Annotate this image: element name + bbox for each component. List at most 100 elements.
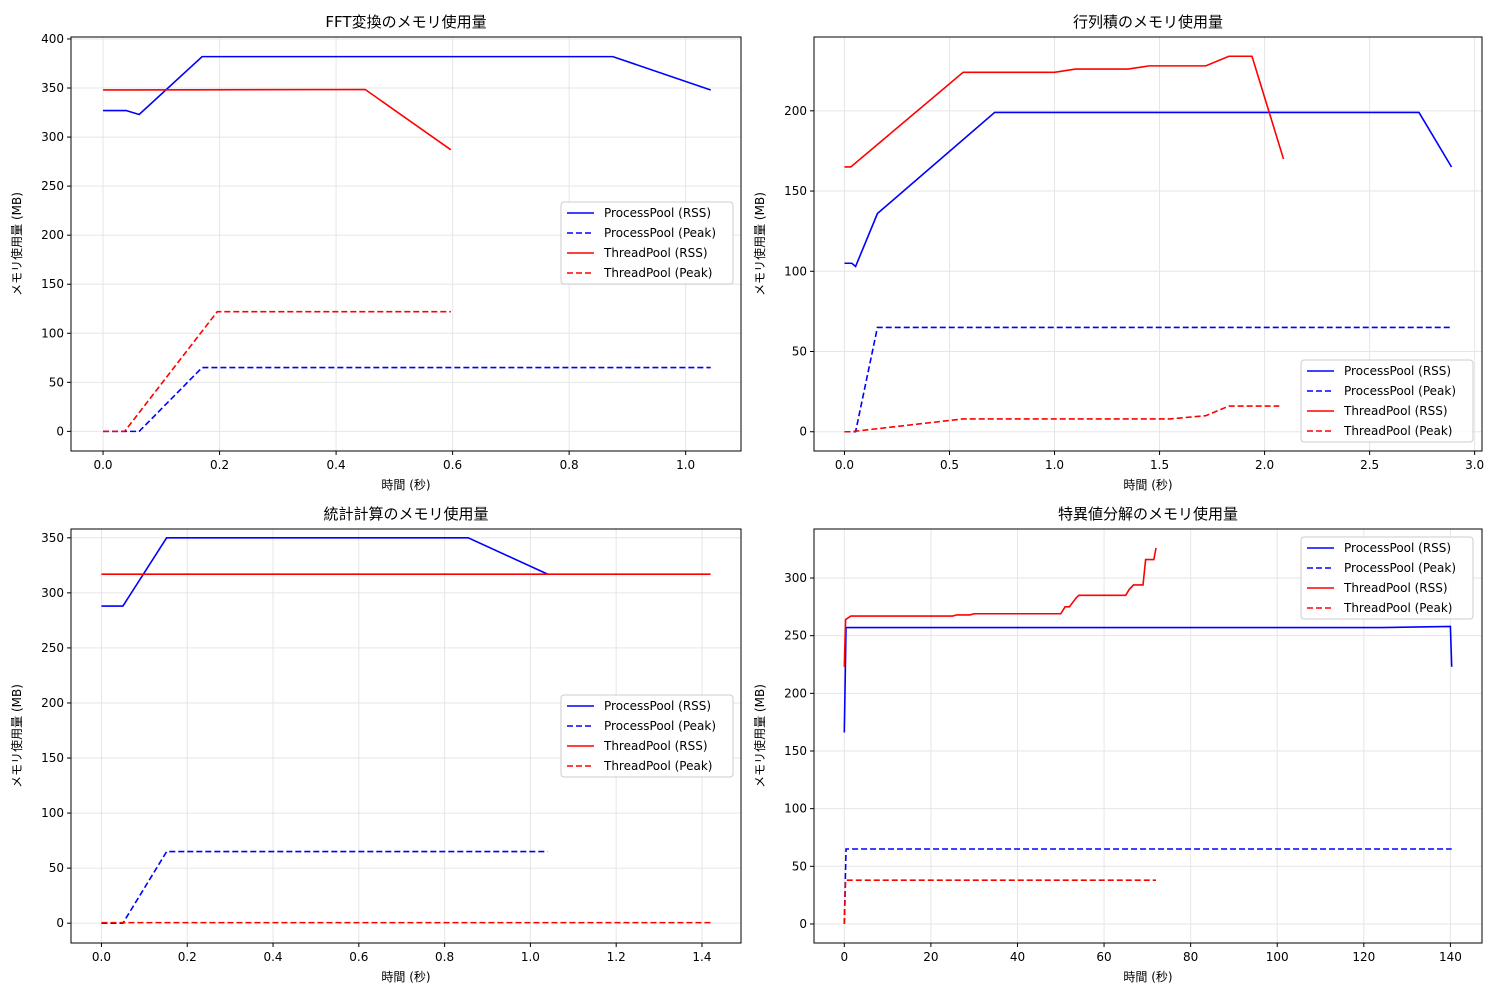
y-tick-label: 0 bbox=[56, 916, 64, 930]
x-tick-label: 1.5 bbox=[1150, 458, 1169, 472]
x-tick-label: 1.0 bbox=[676, 458, 695, 472]
legend: ProcessPool (RSS) ProcessPool (Peak) Threa… bbox=[560, 694, 734, 778]
x-tick-label: 0.2 bbox=[178, 950, 197, 964]
plot-frame bbox=[813, 528, 1483, 944]
series-line-4 bbox=[103, 310, 451, 433]
legend-label: ThreadPool (Peak) bbox=[603, 759, 712, 773]
x-tick-label: 120 bbox=[1352, 950, 1375, 964]
x-tick-label: 0.6 bbox=[443, 458, 462, 472]
y-tick-label: 350 bbox=[41, 81, 64, 95]
legend-label: ThreadPool (Peak) bbox=[603, 266, 712, 280]
x-tick-label: 0.8 bbox=[435, 950, 454, 964]
x-tick-label: 2.5 bbox=[1360, 458, 1379, 472]
y-tick-label: 150 bbox=[784, 744, 807, 758]
x-tick-label: 0.0 bbox=[835, 458, 854, 472]
legend-box bbox=[560, 694, 734, 778]
y-tick-label: 150 bbox=[41, 277, 64, 291]
x-tick-label: 0.6 bbox=[349, 950, 368, 964]
series-line-4 bbox=[844, 405, 1280, 433]
legend-box bbox=[1300, 359, 1474, 443]
x-tick-label: 1.4 bbox=[692, 950, 711, 964]
chart-title: 統計計算のメモリ使用量 bbox=[323, 505, 488, 523]
legend-label: ProcessPool (RSS) bbox=[1344, 541, 1451, 555]
y-tick-label: 250 bbox=[784, 629, 807, 643]
legend-label: ProcessPool (Peak) bbox=[1344, 561, 1456, 575]
y-axis-label: メモリ使用量 (MB) bbox=[752, 684, 767, 788]
y-tick-label: 100 bbox=[41, 326, 64, 340]
x-axis-label: 時間 (秒) bbox=[381, 970, 430, 984]
y-axis-label: メモリ使用量 (MB) bbox=[9, 684, 24, 788]
legend-label: ProcessPool (Peak) bbox=[604, 226, 716, 240]
x-tick-label: 0.5 bbox=[940, 458, 959, 472]
x-axis-label: 時間 (秒) bbox=[1123, 478, 1172, 492]
series-line-3 bbox=[103, 88, 452, 151]
y-tick-label: 200 bbox=[784, 686, 807, 700]
legend-label: ThreadPool (RSS) bbox=[1343, 404, 1448, 418]
x-tick-label: 1.0 bbox=[521, 950, 540, 964]
plot-frame bbox=[70, 528, 742, 944]
x-tick-label: 0.0 bbox=[93, 458, 112, 472]
chart-title: 行列積のメモリ使用量 bbox=[1073, 13, 1223, 31]
legend-label: ThreadPool (RSS) bbox=[603, 246, 708, 260]
x-tick-label: 100 bbox=[1266, 950, 1289, 964]
y-tick-label: 0 bbox=[56, 424, 64, 438]
y-tick-label: 0 bbox=[799, 917, 807, 931]
legend-label: ThreadPool (Peak) bbox=[1343, 424, 1452, 438]
y-tick-label: 100 bbox=[41, 806, 64, 820]
chart-panel-1: 0.0 0.2 0.4 0.6 0.8 1.0 0 50 100 150 200 250 300 350 4… bbox=[9, 13, 742, 492]
series-line-2 bbox=[843, 848, 1452, 924]
legend-label: ProcessPool (RSS) bbox=[1344, 364, 1451, 378]
y-tick-label: 150 bbox=[784, 184, 807, 198]
series-line-3 bbox=[844, 55, 1285, 168]
x-tick-label: 40 bbox=[1010, 950, 1025, 964]
legend: ProcessPool (RSS) ProcessPool (Peak) Threa… bbox=[560, 201, 734, 285]
x-tick-label: 0.4 bbox=[263, 950, 282, 964]
y-axis-label: メモリ使用量 (MB) bbox=[752, 192, 767, 296]
legend-box bbox=[560, 201, 734, 285]
plot-frame bbox=[70, 36, 742, 452]
x-tick-label: 0.2 bbox=[210, 458, 229, 472]
y-tick-label: 50 bbox=[49, 861, 64, 875]
y-tick-label: 250 bbox=[41, 641, 64, 655]
y-tick-label: 100 bbox=[784, 802, 807, 816]
y-tick-label: 50 bbox=[792, 859, 807, 873]
y-tick-label: 300 bbox=[41, 130, 64, 144]
series-line-2 bbox=[103, 366, 711, 433]
x-tick-label: 0.0 bbox=[92, 950, 111, 964]
y-tick-label: 50 bbox=[792, 345, 807, 359]
y-axis-label: メモリ使用量 (MB) bbox=[9, 192, 24, 296]
series-line-2 bbox=[101, 850, 548, 924]
y-tick-label: 100 bbox=[784, 264, 807, 278]
y-tick-label: 250 bbox=[41, 179, 64, 193]
y-tick-label: 200 bbox=[41, 696, 64, 710]
x-tick-label: 80 bbox=[1183, 950, 1198, 964]
legend: ProcessPool (RSS) ProcessPool (Peak) Threa… bbox=[1300, 536, 1474, 620]
x-tick-label: 3.0 bbox=[1465, 458, 1484, 472]
legend-label: ProcessPool (Peak) bbox=[604, 719, 716, 733]
series-line-1 bbox=[101, 537, 548, 607]
x-tick-label: 2.0 bbox=[1255, 458, 1274, 472]
legend-label: ProcessPool (RSS) bbox=[604, 206, 711, 220]
y-tick-label: 150 bbox=[41, 751, 64, 765]
y-tick-label: 300 bbox=[784, 571, 807, 585]
series-line-3 bbox=[843, 547, 1157, 667]
chart-panel-2: 0.0 0.5 1.0 1.5 2.0 2.5 3.0 0 50 100 150 200 行列積のメモリ… bbox=[752, 13, 1484, 492]
y-tick-label: 50 bbox=[49, 375, 64, 389]
y-tick-label: 400 bbox=[41, 32, 64, 46]
x-tick-label: 1.0 bbox=[1045, 458, 1064, 472]
y-tick-label: 300 bbox=[41, 586, 64, 600]
legend-label: ThreadPool (RSS) bbox=[603, 739, 708, 753]
x-axis-label: 時間 (秒) bbox=[381, 478, 430, 492]
legend-label: ThreadPool (Peak) bbox=[1343, 601, 1452, 615]
x-tick-label: 0 bbox=[840, 950, 848, 964]
series-line-1 bbox=[844, 111, 1453, 268]
x-tick-label: 60 bbox=[1096, 950, 1111, 964]
y-tick-label: 0 bbox=[799, 425, 807, 439]
chart-title: 特異値分解のメモリ使用量 bbox=[1058, 505, 1238, 523]
chart-panel-4: 0 20 40 60 80 100 120 140 0 50 100 150 200 250 300 特異値分… bbox=[752, 505, 1483, 984]
series-line-1 bbox=[103, 55, 711, 116]
legend: ProcessPool (RSS) ProcessPool (Peak) Threa… bbox=[1300, 359, 1474, 443]
y-tick-label: 200 bbox=[784, 104, 807, 118]
legend-box bbox=[1300, 536, 1474, 620]
